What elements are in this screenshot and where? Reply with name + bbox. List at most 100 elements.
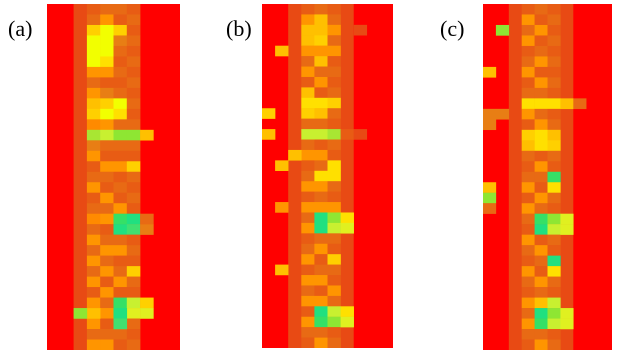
heatmap-cell (301, 170, 315, 182)
heatmap-cell (126, 224, 141, 235)
heatmap-cell (100, 161, 114, 172)
heatmap-cell (534, 245, 548, 256)
heatmap-cell (534, 56, 548, 68)
heatmap-cell (126, 98, 141, 110)
heatmap-cell (126, 35, 141, 47)
heatmap-cell (113, 119, 128, 131)
heatmap-cell (534, 98, 548, 110)
heatmap-cell (100, 192, 114, 204)
heatmap-cell (314, 327, 328, 338)
heatmap-cell (547, 56, 561, 68)
heatmap-cell (301, 327, 315, 338)
heatmap-cell (327, 243, 341, 255)
heatmap-cell (100, 140, 114, 151)
heatmap-cell (100, 4, 114, 15)
heatmap-cell (301, 97, 315, 109)
heatmap-cell (340, 222, 354, 234)
heatmap-cell (534, 4, 548, 15)
heatmap-cell (327, 160, 341, 171)
heatmap-cell (521, 98, 535, 110)
heatmap-cell (547, 203, 561, 214)
heatmap-cell (314, 56, 328, 67)
heatmap-c (483, 4, 612, 350)
heatmap-cell (314, 316, 328, 328)
heatmap-cell (521, 24, 535, 36)
heatmap-cell (327, 295, 341, 307)
heatmap-cell (521, 182, 535, 193)
heatmap-cell (547, 234, 561, 246)
heatmap-cell (534, 329, 548, 340)
heatmap-cell (113, 140, 128, 151)
heatmap-cell (560, 224, 574, 235)
heatmap-cell (86, 140, 101, 151)
heatmap-cell (534, 318, 548, 330)
heatmap-cell (113, 318, 128, 330)
heatmap-cell (521, 45, 535, 57)
heatmap-cell (301, 202, 315, 213)
heatmap-cell (547, 129, 561, 141)
heatmap-cell (86, 4, 101, 15)
heatmap-cell (314, 306, 328, 317)
heatmap-cell (113, 287, 128, 298)
heatmap-cell (113, 224, 128, 235)
heatmap-cell (113, 77, 128, 89)
heatmap-cell (100, 318, 114, 330)
heatmap-cell (534, 213, 548, 225)
heatmap-cell (262, 108, 276, 119)
heatmap-cell (126, 297, 141, 309)
heatmap-cell (301, 316, 315, 328)
heatmap-cell (314, 97, 328, 109)
heatmap-cell (521, 287, 535, 298)
heatmap-cell (301, 76, 315, 88)
heatmap-cell (314, 35, 328, 46)
heatmap-cell (314, 254, 328, 265)
heatmap-cell (100, 329, 114, 340)
heatmap-cell (113, 276, 128, 288)
heatmap-cell (301, 108, 315, 119)
heatmap-cell (327, 4, 341, 15)
heatmap-cell (327, 35, 341, 46)
heatmap-cell (521, 266, 535, 277)
heatmap-cell (126, 287, 141, 298)
heatmap-cell (340, 316, 354, 328)
heatmap-cell (314, 233, 328, 244)
heatmap-cell (86, 108, 101, 120)
heatmap-cell (521, 308, 535, 319)
heatmap-cell (140, 224, 154, 235)
heatmap-cell (100, 108, 114, 120)
heatmap-cell (100, 66, 114, 78)
heatmap-cell (340, 212, 354, 224)
heatmap-cell (547, 108, 561, 120)
heatmap-cell (483, 203, 497, 214)
heatmap-cell (327, 202, 341, 213)
heatmap-cell (301, 87, 315, 99)
heatmap-cell (547, 318, 561, 330)
heatmap-cell (314, 181, 328, 192)
heatmap-cell (86, 266, 101, 277)
heatmap-cell (534, 192, 548, 204)
heatmap-cell (534, 182, 548, 193)
heatmap-cell (327, 14, 341, 26)
heatmap-cell (126, 245, 141, 256)
heatmap-cell (113, 87, 128, 99)
heatmap-cell (521, 171, 535, 183)
heatmap-cell (534, 161, 548, 172)
heatmap-cell (126, 234, 141, 246)
heatmap-cell (100, 56, 114, 68)
heatmap-cell (126, 140, 141, 151)
heatmap-cell (113, 245, 128, 256)
heatmap-cell (340, 129, 354, 140)
heatmap-cell (314, 149, 328, 161)
heatmap-cell (100, 203, 114, 214)
heatmap-cell (314, 118, 328, 130)
heatmap-cell (521, 66, 535, 78)
heatmap-cell (86, 318, 101, 330)
heatmap-cell (86, 171, 101, 183)
heatmap-cell (534, 150, 548, 162)
heatmap-cell (126, 276, 141, 288)
heatmap-cell (113, 266, 128, 277)
heatmap-cell (314, 212, 328, 224)
heatmap-cell (301, 45, 315, 57)
heatmap-cell (547, 98, 561, 110)
heatmap-cell (547, 339, 561, 350)
